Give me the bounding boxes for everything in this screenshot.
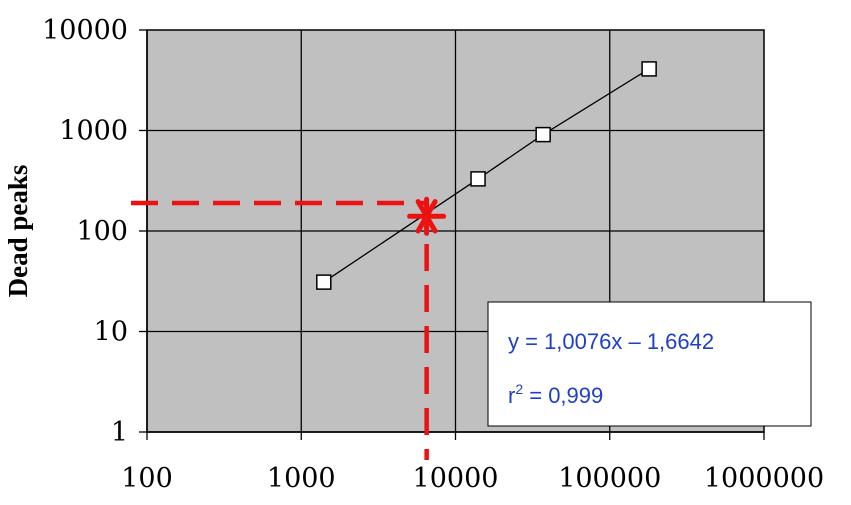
r-squared-superscript: 2 bbox=[515, 381, 523, 397]
x-tick-label: 1000 bbox=[267, 463, 336, 494]
axes bbox=[139, 29, 765, 440]
y-tick-labels: 1 10 100 1000 10000 bbox=[42, 15, 128, 448]
y-tick-label: 1 bbox=[111, 417, 128, 448]
y-tick-label: 10000 bbox=[42, 15, 128, 46]
data-point-marker bbox=[535, 126, 551, 143]
x-tick-label: 100 bbox=[121, 463, 173, 494]
y-tick-label: 1000 bbox=[59, 116, 128, 147]
y-tick-label: 100 bbox=[76, 216, 128, 247]
annotation-box-bg bbox=[487, 301, 812, 427]
y-tick-label: 10 bbox=[94, 317, 128, 348]
series-line bbox=[323, 68, 650, 283]
data-series bbox=[316, 61, 657, 290]
y-axis-title-group: Dead peaks bbox=[3, 165, 33, 298]
x-tick-label: 1000000 bbox=[704, 463, 824, 494]
data-point-marker bbox=[470, 171, 486, 187]
grid bbox=[147, 30, 764, 432]
r-squared-text: r2 = 0,999 bbox=[508, 381, 603, 408]
r-squared-value: = 0,999 bbox=[523, 383, 603, 408]
reference-lines bbox=[131, 200, 429, 460]
y-axis-title: Dead peaks bbox=[3, 165, 33, 298]
regression-equation: y = 1,0076x – 1,6642 bbox=[508, 329, 714, 354]
x-tick-label: 100000 bbox=[558, 463, 661, 494]
regression-annotation: y = 1,0076x – 1,6642 r2 = 0,999 bbox=[487, 301, 812, 427]
data-point-marker bbox=[316, 274, 332, 290]
data-point-marker bbox=[641, 61, 657, 77]
r-squared-prefix: r bbox=[508, 383, 515, 408]
x-tick-label: 10000 bbox=[413, 463, 499, 494]
x-tick-labels: 100 1000 10000 100000 1000000 bbox=[121, 463, 824, 494]
highlight-marker bbox=[407, 196, 447, 236]
